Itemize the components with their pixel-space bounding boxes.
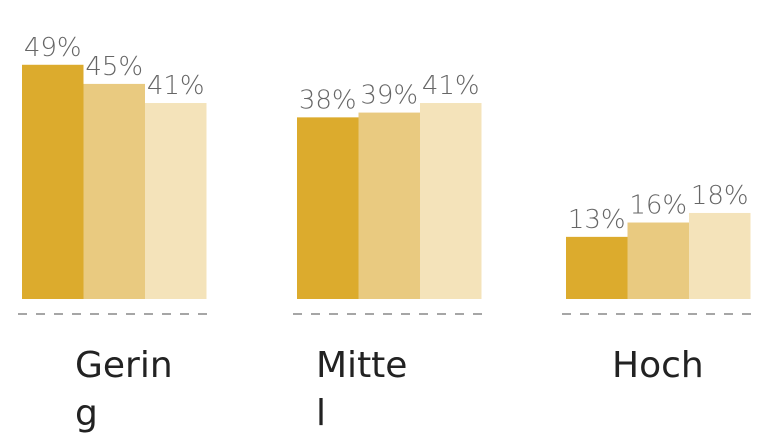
bar [145,103,207,300]
value-label: 18% [691,181,749,211]
category-label: Gering [75,345,173,434]
bar [689,212,751,299]
bar [297,117,359,299]
bar [83,83,145,300]
category-label: Hoch [612,345,704,386]
value-label: 49% [24,33,82,63]
value-label: 41% [147,71,205,101]
bar [566,236,628,299]
value-label: 13% [568,205,626,235]
value-label: 16% [629,191,687,221]
value-label: 38% [299,85,357,115]
bar [627,222,689,299]
bar [420,103,482,300]
category-label: Mittel [316,345,408,434]
bar [22,64,84,299]
bar [358,112,420,299]
value-label: 45% [85,52,143,82]
value-label: 39% [360,81,418,111]
value-label: 41% [422,71,480,101]
